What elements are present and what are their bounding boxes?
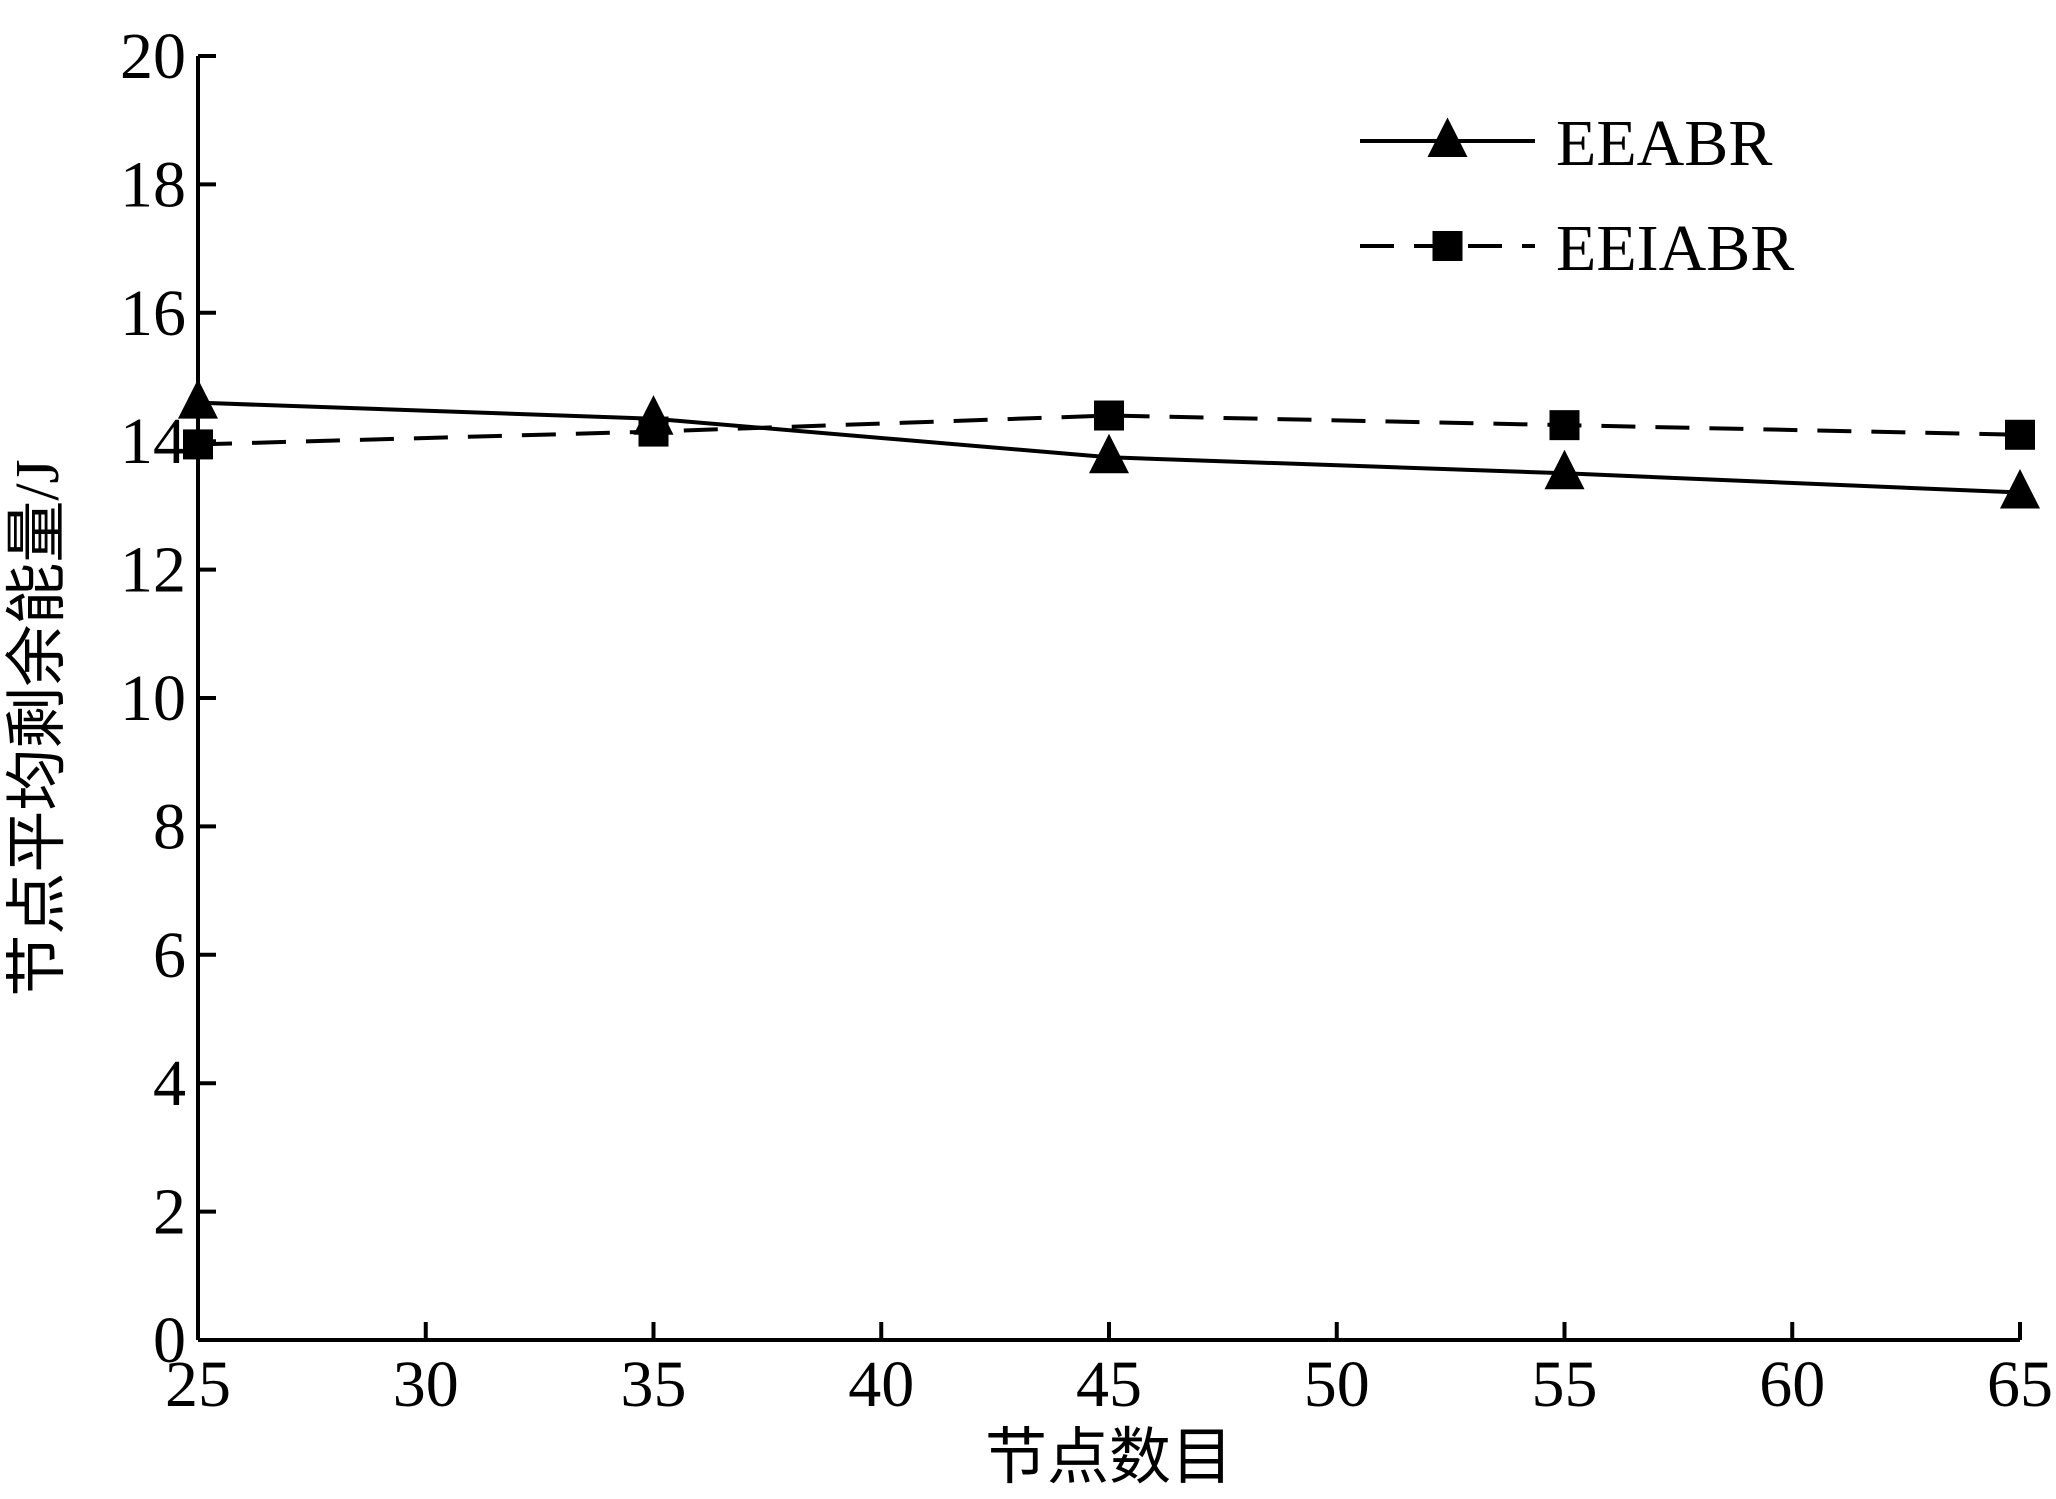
y-tick-label: 6 xyxy=(153,919,186,992)
x-tick-label: 45 xyxy=(1076,1348,1142,1421)
series-point-eeiabr xyxy=(1094,400,1124,431)
series-point-eeiabr xyxy=(183,429,213,460)
legend-marker-eeiabr xyxy=(1432,231,1463,261)
x-tick-label: 30 xyxy=(393,1348,459,1421)
y-tick-label: 10 xyxy=(120,662,186,735)
legend-label-eeabr: EEABR xyxy=(1556,107,1772,180)
series-point-eeabr xyxy=(1544,449,1585,490)
y-tick-label: 14 xyxy=(120,405,186,478)
series-line-eeiabr xyxy=(197,413,2021,447)
legend-marker-eeabr xyxy=(1427,117,1468,157)
series-point-eeabr xyxy=(2000,469,2040,509)
y-tick-label: 4 xyxy=(153,1047,186,1120)
series-point-eeiabr xyxy=(1549,410,1580,441)
y-tick-label: 8 xyxy=(153,790,186,863)
x-tick-label: 40 xyxy=(848,1348,914,1421)
series-point-eeiabr xyxy=(2005,419,2035,450)
x-tick-label: 25 xyxy=(165,1348,231,1421)
series-point-eeabr xyxy=(1089,433,1129,474)
y-tick-label: 16 xyxy=(120,277,186,350)
y-tick-label: 2 xyxy=(153,1176,186,1249)
axes: 0 2 4 6 8 10 12 14 16 18 20 25 30 35 40 45 50 55 60 65 xyxy=(120,20,2053,1421)
y-axis-title: 节点平均剩余能量/J xyxy=(4,459,72,996)
y-tick-label: 12 xyxy=(120,534,186,607)
y-tick-label: 18 xyxy=(120,148,186,221)
x-tick-label: 60 xyxy=(1759,1348,1825,1421)
x-tick-label: 35 xyxy=(621,1348,687,1421)
legend: EEABR EEIABR xyxy=(1360,107,1794,285)
series-point-eeabr xyxy=(178,379,218,419)
x-tick-label: 55 xyxy=(1532,1348,1598,1421)
x-axis-title: 节点数目 xyxy=(985,1424,1233,1492)
legend-label-eeiabr: EEIABR xyxy=(1556,212,1794,285)
x-tick-label: 65 xyxy=(1987,1348,2053,1421)
y-tick-label: 20 xyxy=(120,20,186,93)
series-point-eeiabr xyxy=(638,416,669,447)
series-layer xyxy=(178,379,2040,509)
x-tick-label: 50 xyxy=(1304,1348,1370,1421)
y-tick-label: 0 xyxy=(153,1304,186,1377)
